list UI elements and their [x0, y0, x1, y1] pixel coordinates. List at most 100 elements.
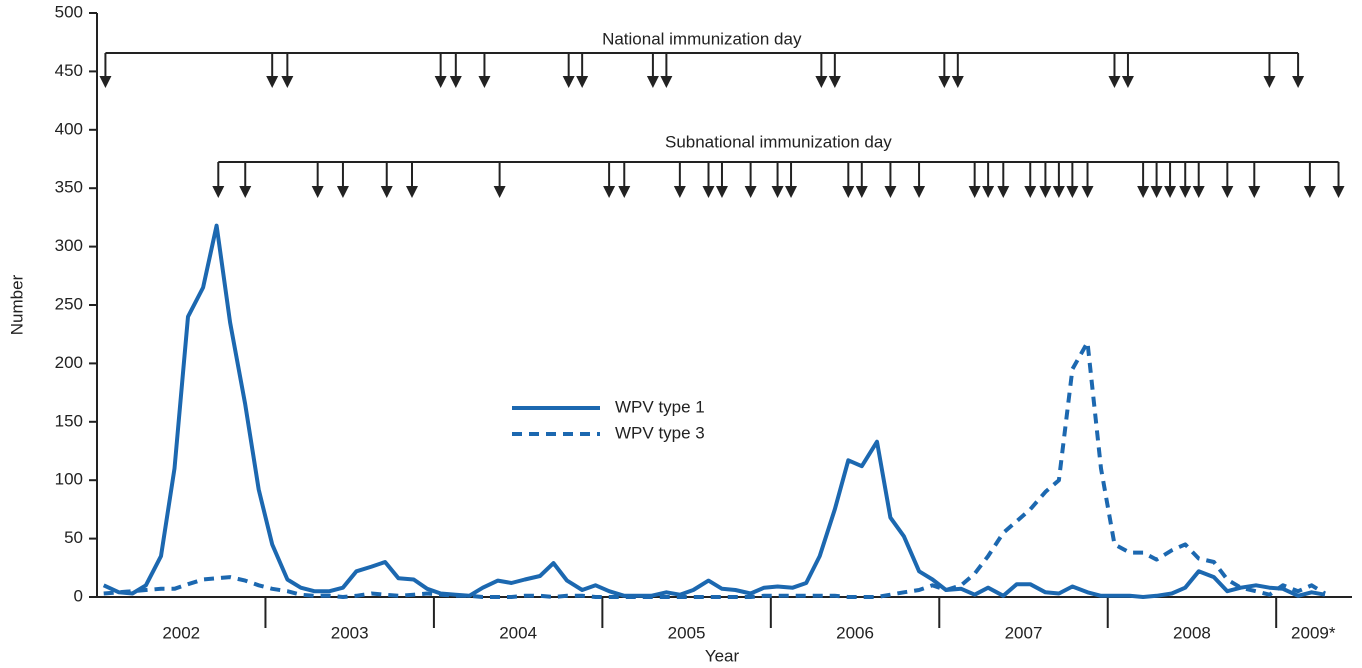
- arrow-head: [562, 76, 575, 88]
- x-axis-label: Year: [705, 646, 740, 665]
- x-tick-label: 2009*: [1291, 623, 1336, 642]
- arrow-head: [1024, 186, 1037, 198]
- arrow-head: [1108, 76, 1121, 88]
- arrow: [311, 162, 324, 198]
- y-tick-label: 450: [55, 61, 83, 80]
- arrow-head: [1164, 186, 1177, 198]
- arrow: [576, 53, 589, 88]
- arrow-head: [951, 76, 964, 88]
- arrow-head: [311, 186, 324, 198]
- arrow-head: [1221, 186, 1234, 198]
- arrow-head: [1066, 186, 1079, 198]
- arrow: [1024, 162, 1037, 198]
- arrow-head: [715, 186, 728, 198]
- arrow-head: [855, 186, 868, 198]
- arrow: [281, 53, 294, 88]
- arrow-head: [702, 186, 715, 198]
- arrow: [815, 53, 828, 88]
- arrow-head: [982, 186, 995, 198]
- series-line: [102, 223, 1326, 599]
- arrow: [997, 162, 1010, 198]
- arrow: [1039, 162, 1052, 198]
- y-tick-label: 350: [55, 178, 83, 197]
- arrow: [266, 53, 279, 88]
- arrow-head: [1192, 186, 1205, 198]
- arrow: [673, 162, 686, 198]
- arrow: [336, 162, 349, 198]
- arrow: [1263, 53, 1276, 88]
- arrow-head: [828, 76, 841, 88]
- series-line: [103, 340, 1327, 599]
- arrow-head: [1121, 76, 1134, 88]
- arrow: [1179, 162, 1192, 198]
- arrow-head: [968, 186, 981, 198]
- arrow: [1248, 162, 1261, 198]
- arrow-head: [99, 76, 112, 88]
- arrow-head: [1263, 76, 1276, 88]
- y-tick-label: 0: [74, 586, 83, 605]
- arrow-head: [406, 186, 419, 198]
- arrow-head: [281, 76, 294, 88]
- arrow: [562, 53, 575, 88]
- arrow-head: [673, 186, 686, 198]
- arrow: [1081, 162, 1094, 198]
- x-tick-label: 2004: [499, 623, 537, 642]
- arrow-head: [785, 186, 798, 198]
- arrow: [1164, 162, 1177, 198]
- arrow: [938, 53, 951, 88]
- arrow-head: [618, 186, 631, 198]
- arrow-head: [1332, 186, 1345, 198]
- y-tick-label: 250: [55, 294, 83, 313]
- arrow: [1121, 53, 1134, 88]
- arrow: [771, 162, 784, 198]
- arrow: [1292, 53, 1305, 88]
- arrow: [212, 162, 225, 198]
- arrow-head: [380, 186, 393, 198]
- arrow-head: [744, 186, 757, 198]
- arrow-head: [212, 186, 225, 198]
- arrow: [744, 162, 757, 198]
- arrow-head: [842, 186, 855, 198]
- arrow-head: [646, 76, 659, 88]
- arrow-head: [815, 76, 828, 88]
- arrow: [646, 53, 659, 88]
- arrow-head: [660, 76, 673, 88]
- arrow: [434, 53, 447, 88]
- arrow: [449, 53, 462, 88]
- arrow-head: [1292, 76, 1305, 88]
- arrow-head: [1039, 186, 1052, 198]
- arrow-head: [1052, 186, 1065, 198]
- arrow: [855, 162, 868, 198]
- arrow: [1332, 162, 1345, 198]
- y-tick-label: 150: [55, 411, 83, 430]
- x-tick-label: 2006: [836, 623, 874, 642]
- arrow: [493, 162, 506, 198]
- arrow: [842, 162, 855, 198]
- arrow-head: [239, 186, 252, 198]
- arrow: [1108, 53, 1121, 88]
- arrow-head: [913, 186, 926, 198]
- arrow: [1066, 162, 1079, 198]
- arrow: [715, 162, 728, 198]
- arrow: [1221, 162, 1234, 198]
- arrow: [968, 162, 981, 198]
- x-tick-label: 2007: [1005, 623, 1043, 642]
- arrow: [239, 162, 252, 198]
- arrow: [660, 53, 673, 88]
- arrow: [982, 162, 995, 198]
- arrow-head: [336, 186, 349, 198]
- arrow-head: [938, 76, 951, 88]
- y-tick-label: 300: [55, 236, 83, 255]
- arrow-head: [1137, 186, 1150, 198]
- arrow-head: [771, 186, 784, 198]
- arrow: [785, 162, 798, 198]
- arrow: [99, 53, 112, 88]
- arrow: [380, 162, 393, 198]
- y-tick-label: 100: [55, 470, 83, 489]
- arrow-head: [1248, 186, 1261, 198]
- arrow-head: [266, 76, 279, 88]
- arrow: [1137, 162, 1150, 198]
- arrow-head: [576, 76, 589, 88]
- arrow: [1150, 162, 1163, 198]
